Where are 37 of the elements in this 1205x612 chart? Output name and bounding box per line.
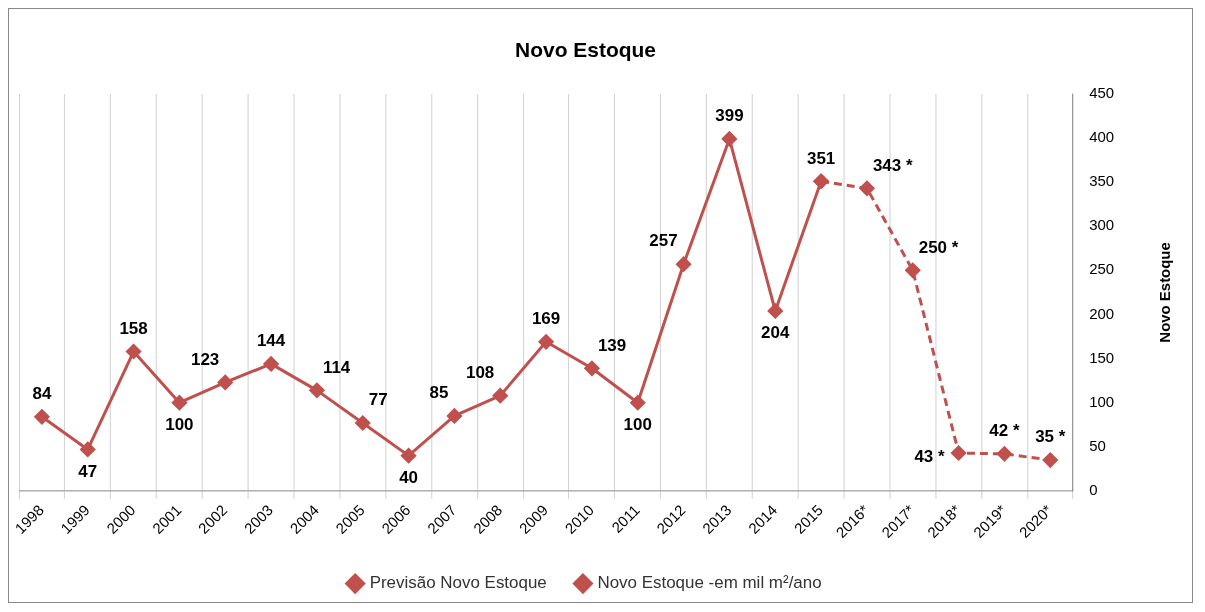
y-tick-label: 300 <box>1089 216 1115 234</box>
data-label: 85 <box>429 383 449 403</box>
data-label: 42 * <box>989 421 1020 441</box>
data-label: 139 <box>597 335 627 355</box>
data-label: 114 <box>322 357 351 377</box>
y-tick-label: 350 <box>1089 172 1115 190</box>
data-label: 100 <box>623 414 652 434</box>
data-label: 399 <box>715 106 744 126</box>
data-label: 204 <box>761 323 790 343</box>
chart-title: Novo Estoque <box>515 38 656 62</box>
y-tick-label: 450 <box>1089 84 1115 102</box>
y-tick-label: 150 <box>1089 348 1115 366</box>
y-tick-label: 200 <box>1089 304 1115 322</box>
y-tick-label: 50 <box>1089 436 1106 454</box>
data-label: 35 * <box>1035 427 1066 447</box>
data-label: 43 * <box>914 446 946 466</box>
data-label: 47 <box>78 461 98 481</box>
data-label: 169 <box>531 309 561 329</box>
y-tick-label: 250 <box>1089 260 1115 278</box>
data-label: 100 <box>165 414 194 434</box>
data-label: 77 <box>368 390 388 410</box>
y-axis-title: Novo Estoque <box>1156 242 1174 343</box>
data-label: 250 * <box>918 237 959 257</box>
data-label: 158 <box>119 318 148 338</box>
data-label: 123 <box>190 349 220 369</box>
legend-label: Previsão Novo Estoque <box>369 573 547 593</box>
data-label: 40 <box>399 467 419 487</box>
data-label: 343 * <box>872 155 913 175</box>
data-label: 108 <box>465 362 495 382</box>
data-label: 84 <box>32 384 52 404</box>
y-tick-label: 0 <box>1089 481 1098 499</box>
data-label: 144 <box>256 331 286 351</box>
legend-label: Novo Estoque -em mil m²/ano <box>597 573 822 593</box>
data-label: 257 <box>649 231 678 251</box>
y-tick-label: 400 <box>1089 128 1115 146</box>
y-tick-label: 100 <box>1089 392 1115 410</box>
data-label: 351 <box>806 148 836 168</box>
